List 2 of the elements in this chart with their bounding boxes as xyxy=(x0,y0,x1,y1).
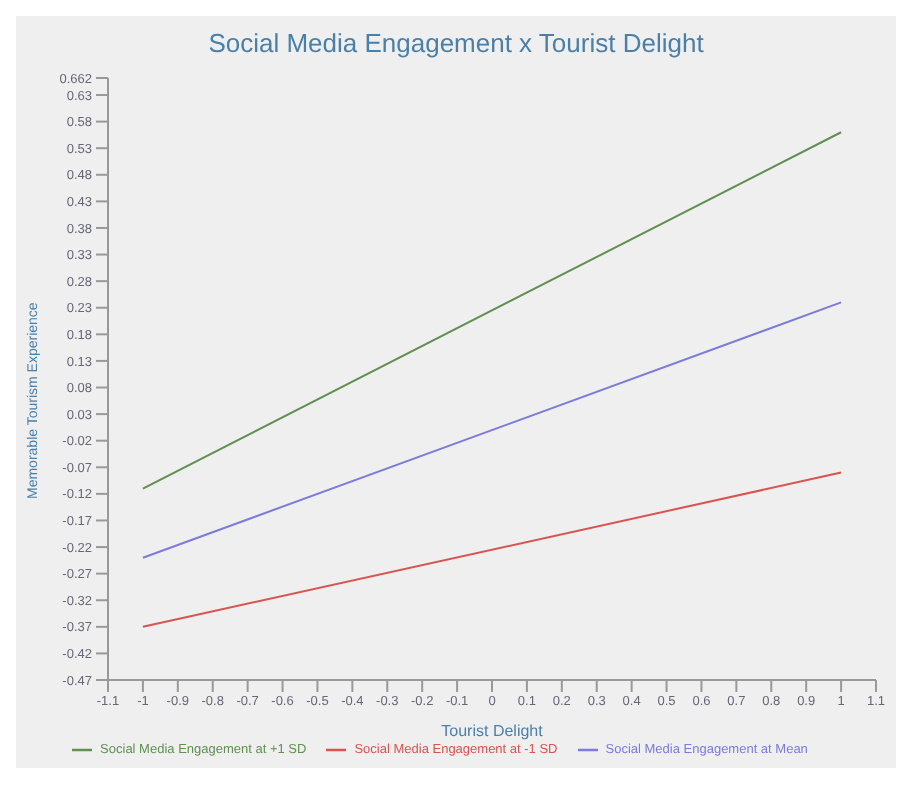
x-axis-title: Tourist Delight xyxy=(441,722,545,740)
chart-title: Social Media Engagement x Tourist Delight xyxy=(206,26,706,58)
